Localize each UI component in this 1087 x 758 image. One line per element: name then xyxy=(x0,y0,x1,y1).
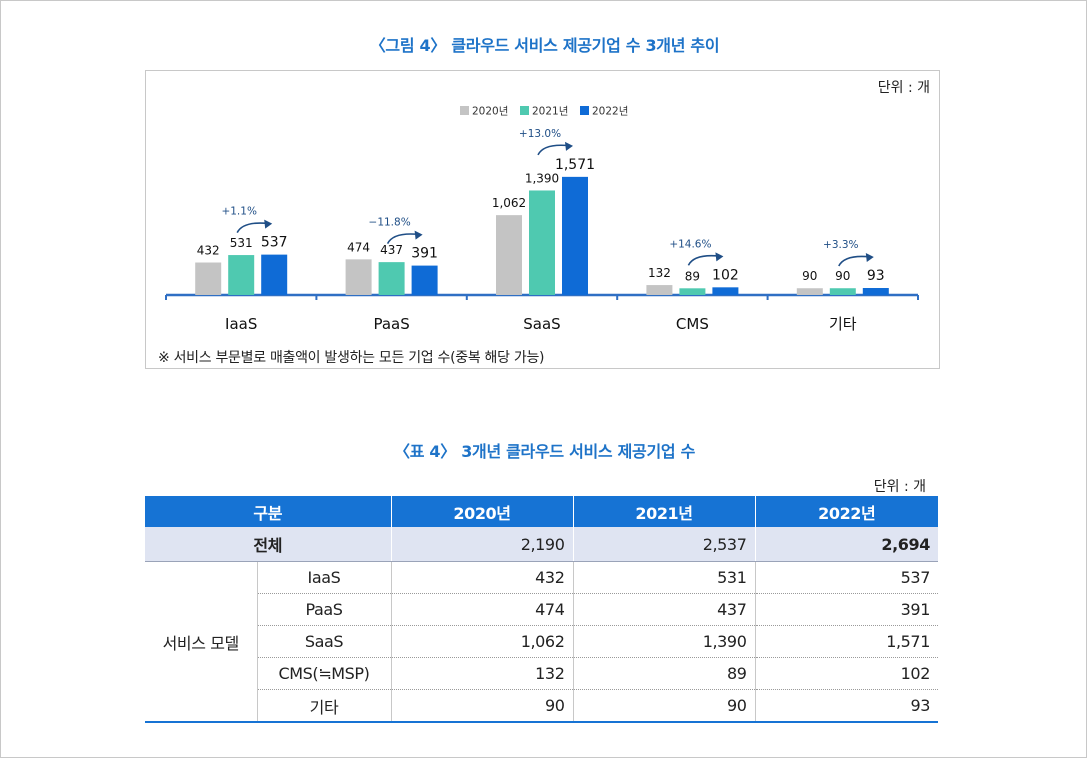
chart-container: 단위 : 개 2020년 2021년 2022년 432 531 537 +1.1% IaaS… xyxy=(145,70,940,369)
bar-기타-2021년 xyxy=(829,288,856,295)
bar-CMS-2021년 xyxy=(679,288,706,295)
cell: 1,390 xyxy=(572,625,755,658)
table-row: 서비스 모델 IaaS 432 531 537 xyxy=(145,561,938,723)
table-header-row: 구분 2020년 2021년 2022년 xyxy=(145,496,938,527)
row-label: PaaS xyxy=(256,593,391,626)
cell: 132 xyxy=(390,657,573,690)
row-label: SaaS xyxy=(256,625,391,658)
x-tick-label: SaaS xyxy=(523,315,560,333)
header-category: 구분 xyxy=(145,496,391,527)
x-tick-label: IaaS xyxy=(225,315,257,333)
bar-value-label: 1,062 xyxy=(492,196,526,210)
table-row: CMS(≒MSP) 132 89 102 xyxy=(145,657,938,690)
bar-기타-2020년 xyxy=(796,288,823,295)
bar-CMS-2022년 xyxy=(712,287,739,295)
bar-SaaS-2021년 xyxy=(529,190,555,295)
table-unit-label: 단위 : 개 xyxy=(873,479,926,495)
growth-label: −11.8% xyxy=(369,217,411,229)
row-label: 기타 xyxy=(256,689,391,723)
cell: 537 xyxy=(754,561,938,594)
table-title: 〈표 4〉 3개년 클라우드 서비스 제공기업 수 xyxy=(394,442,695,461)
bar-PaaS-2022년 xyxy=(411,265,438,295)
growth-label: +3.3% xyxy=(823,239,858,251)
bar-PaaS-2020년 xyxy=(345,259,372,295)
cell: 90 xyxy=(572,689,755,723)
bar-value-label: 531 xyxy=(230,236,253,250)
bar-value-label: 391 xyxy=(411,246,438,262)
bar-value-label: 1,571 xyxy=(555,157,595,173)
total-2021: 2,537 xyxy=(572,527,755,562)
bar-IaaS-2020년 xyxy=(195,262,222,295)
header-2022: 2022년 xyxy=(754,496,938,527)
growth-arrowhead xyxy=(715,252,724,262)
table-row: SaaS 1,062 1,390 1,571 xyxy=(145,625,938,658)
bar-value-label: 90 xyxy=(835,269,850,283)
cell: 93 xyxy=(754,689,938,723)
bar-CMS-2020년 xyxy=(646,285,673,295)
growth-arrowhead xyxy=(865,253,874,263)
total-2020: 2,190 xyxy=(390,527,573,562)
bar-value-label: 1,390 xyxy=(525,171,559,185)
table-total-row: 전체 2,190 2,537 2,694 xyxy=(145,527,938,562)
bar-IaaS-2022년 xyxy=(261,254,288,295)
bar-기타-2022년 xyxy=(862,288,889,295)
bar-IaaS-2021년 xyxy=(228,255,255,295)
cell: 437 xyxy=(572,593,755,626)
bar-value-label: 432 xyxy=(197,244,220,258)
cell: 102 xyxy=(754,657,938,690)
bar-value-label: 93 xyxy=(867,268,885,284)
growth-label: +1.1% xyxy=(221,206,256,218)
bar-value-label: 90 xyxy=(802,269,817,283)
cell: 89 xyxy=(572,657,755,690)
group-label: 서비스 모델 xyxy=(145,561,257,723)
chart-footnote: ※ 서비스 부문별로 매출액이 발생하는 모든 기업 수(중복 해당 가능) xyxy=(158,350,545,366)
bar-SaaS-2022년 xyxy=(562,176,588,295)
bar-value-label: 102 xyxy=(712,267,739,283)
cell: 432 xyxy=(390,561,573,594)
x-tick-label: PaaS xyxy=(373,315,409,333)
legend-swatch-1 xyxy=(520,106,529,115)
bar-value-label: 89 xyxy=(685,269,700,283)
legend-label-2: 2022년 xyxy=(592,106,628,118)
data-table: 구분 2020년 2021년 2022년 전체 2,190 2,537 2,69… xyxy=(145,496,938,723)
bar-value-label: 474 xyxy=(347,240,370,254)
legend-label-0: 2020년 xyxy=(472,106,508,118)
total-2022: 2,694 xyxy=(754,527,938,562)
cell: 474 xyxy=(390,593,573,626)
x-tick-label: CMS xyxy=(676,315,709,333)
bar-PaaS-2021년 xyxy=(378,262,405,295)
bar-value-label: 537 xyxy=(261,235,288,251)
cell: 1,062 xyxy=(390,625,573,658)
x-tick-label: 기타 xyxy=(829,315,857,333)
cell: 391 xyxy=(754,593,938,626)
legend-label-1: 2021년 xyxy=(532,106,568,118)
row-label: CMS(≒MSP) xyxy=(256,657,391,690)
total-label: 전체 xyxy=(145,527,391,562)
growth-label: +14.6% xyxy=(669,238,711,250)
growth-arrowhead xyxy=(264,219,273,229)
growth-arrowhead xyxy=(565,141,573,151)
legend-swatch-2 xyxy=(580,106,589,115)
growth-label: +13.0% xyxy=(519,128,561,140)
legend-swatch-0 xyxy=(460,106,469,115)
figure-title: 〈그림 4〉 클라우드 서비스 제공기업 수 3개년 추이 xyxy=(369,36,720,55)
header-2021: 2021년 xyxy=(572,496,755,527)
bar-value-label: 132 xyxy=(648,266,671,280)
cell: 90 xyxy=(390,689,573,723)
table-row: 기타 90 90 93 xyxy=(145,689,938,723)
bar-SaaS-2020년 xyxy=(496,215,522,295)
header-2020: 2020년 xyxy=(390,496,573,527)
growth-arrowhead xyxy=(414,230,423,240)
chart-unit-label: 단위 : 개 xyxy=(877,80,930,96)
cell: 1,571 xyxy=(754,625,938,658)
cell: 531 xyxy=(572,561,755,594)
row-label: IaaS xyxy=(256,561,391,594)
bar-chart: 2020년 2021년 2022년 432 531 537 +1.1% IaaS 474 437 3… xyxy=(165,106,919,333)
table-row: PaaS 474 437 391 xyxy=(145,593,938,626)
bar-value-label: 437 xyxy=(380,243,403,257)
